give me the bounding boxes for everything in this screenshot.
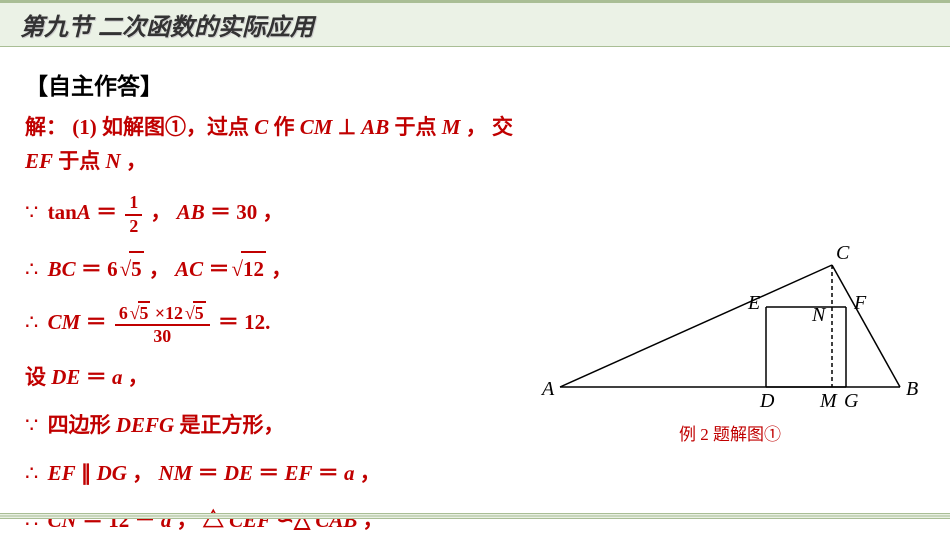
var-BC: BC: [48, 257, 76, 281]
svg-text:D: D: [759, 390, 775, 412]
var-AB: AB: [177, 200, 205, 224]
txt: 是正方形，: [179, 413, 284, 437]
txt: 四边形: [48, 413, 116, 437]
eq: ＝: [198, 461, 224, 485]
var-C: C: [254, 115, 268, 139]
denominator: 2: [125, 216, 142, 237]
var-EF: EF: [25, 149, 53, 173]
var-DG: DG: [97, 461, 127, 485]
line-5: 设 DE ＝ a ，: [25, 361, 525, 395]
var-CM: CM: [48, 310, 81, 334]
line-1: 解： (1) 如解图①，过点 C 作 CM ⊥ AB 于点 M ， 交 EF 于…: [25, 111, 525, 178]
svg-text:G: G: [844, 390, 859, 412]
perp: ⊥: [338, 115, 356, 139]
sub-heading: 【自主作答】: [25, 67, 925, 101]
similar: ∽△: [276, 508, 310, 532]
radicand: 5: [193, 301, 206, 324]
triangle-diagram: A B C D GM E F N: [540, 237, 920, 412]
solution-text: 解： (1) 如解图①，过点 C 作 CM ⊥ AB 于点 M ， 交 EF 于…: [25, 111, 525, 538]
radicand: 5: [129, 251, 144, 287]
sqrt-5: 5: [118, 251, 144, 287]
eq: ＝ 6: [81, 257, 118, 281]
diagram-caption: 例 2 题解图①: [540, 420, 920, 445]
svg-text:B: B: [906, 378, 918, 400]
var-N: N: [106, 149, 121, 173]
footer-rule: [0, 513, 950, 519]
txt: 于点: [395, 115, 442, 139]
sqrt: 5: [183, 301, 206, 324]
var-CM: CM: [300, 115, 333, 139]
var-EF: EF: [285, 461, 313, 485]
var-a: a: [344, 461, 355, 485]
var-M: M: [442, 115, 461, 139]
denominator: 30: [115, 326, 210, 347]
sqrt-12: 12: [229, 251, 266, 287]
numerator: 65 ×125: [115, 301, 210, 326]
section-title: 第九节 二次函数的实际应用: [20, 15, 314, 41]
var-NM: NM: [158, 461, 192, 485]
line-2: tanA ＝ 1 2 ， AB ＝ 30 ，: [25, 192, 525, 237]
line-8: CN ＝ 12 － a ， △ CEF ∽△ CAB ，: [25, 504, 525, 538]
label-solution: 解：: [25, 115, 67, 139]
txt: ，: [363, 508, 384, 532]
tan: tan: [48, 200, 77, 224]
content-area: 【自主作答】 解： (1) 如解图①，过点 C 作 CM ⊥ AB 于点 M ，…: [0, 47, 950, 554]
svg-text:F: F: [853, 292, 867, 314]
section-header: 第九节 二次函数的实际应用: [0, 0, 950, 47]
fraction-cm: 65 ×125 30: [115, 301, 210, 348]
txt: 设: [25, 365, 51, 389]
var-EF: EF: [48, 461, 76, 485]
txt: ，: [128, 365, 149, 389]
svg-text:E: E: [747, 292, 760, 314]
txt: 作: [274, 115, 300, 139]
var-A: A: [77, 200, 91, 224]
txt: ，: [360, 461, 381, 485]
eq: ＝ 30 ，: [210, 200, 284, 224]
line-4: CM ＝ 65 ×125 30 ＝ 12.: [25, 301, 525, 348]
eq: ＝: [86, 310, 107, 334]
line-6: 四边形 DEFG 是正方形，: [25, 409, 525, 443]
svg-text:M: M: [819, 390, 838, 412]
txt: ， △: [177, 508, 230, 532]
eq: ＝: [208, 257, 229, 281]
txt: ，: [126, 149, 147, 173]
svg-text:A: A: [540, 378, 555, 400]
eq: ＝: [96, 200, 117, 224]
var-a: a: [161, 508, 172, 532]
var-DEFG: DEFG: [116, 413, 174, 437]
txt: ，: [132, 461, 158, 485]
var-AB: AB: [361, 115, 389, 139]
var-CAB: CAB: [315, 508, 357, 532]
fraction-half: 1 2: [125, 192, 142, 237]
radicand: 5: [138, 301, 151, 324]
svg-text:C: C: [836, 242, 850, 264]
eq: ＝ 12 －: [82, 508, 161, 532]
txt: (1) 如解图①，过点: [72, 115, 254, 139]
txt: ，: [149, 257, 175, 281]
var-DE: DE: [224, 461, 253, 485]
var-CN: CN: [48, 508, 77, 532]
var-CEF: CEF: [229, 508, 271, 532]
line-3: BC ＝ 6 5 ， AC ＝ 12 ，: [25, 251, 525, 287]
var-AC: AC: [175, 257, 203, 281]
svg-text:N: N: [811, 304, 827, 326]
n: ×12: [150, 303, 182, 323]
parallel: ∥: [81, 461, 92, 485]
var-DE: DE: [51, 365, 80, 389]
var-a: a: [112, 365, 123, 389]
eq: ＝: [258, 461, 284, 485]
diagram-container: A B C D GM E F N 例 2 题解图①: [540, 237, 920, 445]
eq: ＝: [86, 365, 112, 389]
radicand: 12: [241, 251, 266, 287]
txt: ，: [271, 257, 292, 281]
sqrt: 5: [128, 301, 151, 324]
eq: ＝ 12.: [218, 310, 271, 334]
txt: ，: [151, 200, 177, 224]
n: 6: [119, 303, 128, 323]
numerator: 1: [125, 192, 142, 215]
eq: ＝: [318, 461, 344, 485]
line-7: EF ∥ DG ， NM ＝ DE ＝ EF ＝ a ，: [25, 457, 525, 491]
txt: 于点: [58, 149, 105, 173]
txt: ， 交: [466, 115, 513, 139]
